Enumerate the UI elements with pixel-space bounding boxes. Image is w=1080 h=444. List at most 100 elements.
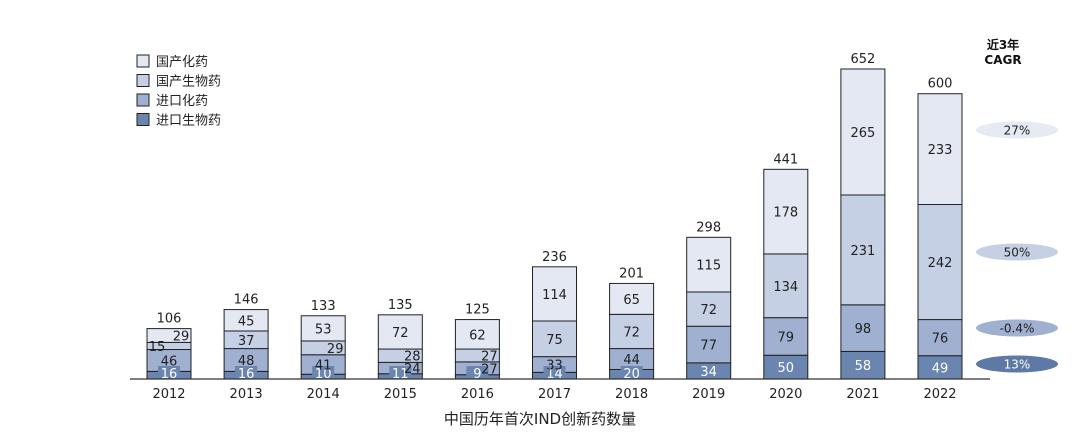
segment-value-label: 9 <box>473 367 481 382</box>
segment-value-label: 72 <box>700 303 717 318</box>
segment-value-label: 242 <box>928 256 953 271</box>
bar-segment <box>840 194 886 306</box>
segment-value-label: 265 <box>850 126 875 141</box>
bar-segment <box>763 317 809 356</box>
value-label-bg <box>235 366 258 379</box>
segment-value-label: 11 <box>392 367 409 382</box>
value-label-bg <box>312 366 335 379</box>
x-tick-label: 2021 <box>846 387 879 402</box>
segment-value-label: 27 <box>481 362 498 377</box>
segment-value-label: 114 <box>542 288 567 303</box>
x-tick-label: 2020 <box>769 387 802 402</box>
bar-total-label: 600 <box>928 77 953 92</box>
segment-value-label: 98 <box>855 322 872 337</box>
cagr-title-line2: CAGR <box>984 53 1021 67</box>
bar-total-label: 201 <box>619 266 644 281</box>
legend-label: 进口化药 <box>156 94 208 109</box>
segment-value-label: 34 <box>700 365 717 380</box>
cagr-badge <box>976 243 1058 261</box>
segment-value-label: 72 <box>623 325 640 340</box>
segment-value-label: 76 <box>932 332 949 347</box>
segment-value-label: 24 <box>404 362 421 377</box>
segment-value-label: 10 <box>315 367 332 382</box>
bar-segment <box>609 313 655 350</box>
segment-value-label: 14 <box>546 367 563 382</box>
segment-value-label: 49 <box>932 361 949 376</box>
x-tick-label: 2014 <box>307 387 340 402</box>
bar-total-label: 125 <box>465 303 490 318</box>
segment-value-label: 231 <box>850 244 875 259</box>
segment-value-label: 16 <box>161 367 178 382</box>
legend-label: 进口生物药 <box>156 114 221 129</box>
bar-total-label: 146 <box>234 293 259 308</box>
cagr-title-line1: 近3年 <box>987 37 1019 52</box>
cagr-badge <box>976 319 1058 337</box>
x-tick-label: 2012 <box>152 387 185 402</box>
segment-value-label: 53 <box>315 322 332 337</box>
bar-segment <box>223 309 269 332</box>
bar-segment <box>763 168 809 255</box>
bar-segment <box>300 315 346 342</box>
bar-segment <box>609 282 655 315</box>
bar-segment <box>454 319 500 350</box>
segment-value-label: 178 <box>773 206 798 221</box>
segment-value-label: 33 <box>546 358 563 373</box>
value-label-bg <box>158 366 180 379</box>
segment-value-label: 62 <box>469 328 486 343</box>
segment-value-label: 77 <box>700 339 717 354</box>
bar-segment <box>917 93 963 206</box>
bar-total-label: 135 <box>388 298 413 313</box>
bar-segment <box>146 328 192 343</box>
segment-value-label: 72 <box>392 326 409 341</box>
segment-value-label: 15 <box>149 340 166 355</box>
value-label-bg <box>620 366 643 379</box>
bar-segment <box>840 350 886 380</box>
x-axis-title: 中国历年首次IND创新药数量 <box>444 410 636 428</box>
segment-value-label: 45 <box>238 314 255 329</box>
x-tick-label: 2017 <box>538 387 571 402</box>
cagr-value: 13% <box>1004 358 1031 372</box>
segment-value-label: 79 <box>778 330 795 345</box>
value-label-bg <box>543 366 566 379</box>
value-label-bg <box>389 366 412 379</box>
bar-segment <box>686 236 732 293</box>
segment-value-label: 233 <box>928 143 953 158</box>
value-label-bg <box>466 366 489 379</box>
segment-value-label: 44 <box>623 353 640 368</box>
cagr-badge <box>976 355 1058 373</box>
legend-label: 国产生物药 <box>156 75 221 90</box>
x-tick-label: 2015 <box>384 387 417 402</box>
segment-value-label: 46 <box>161 354 178 369</box>
cagr-badge <box>976 121 1058 139</box>
bar-segment <box>532 266 577 322</box>
segment-value-label: 65 <box>623 293 640 308</box>
legend-swatch <box>136 74 150 87</box>
x-tick-label: 2022 <box>923 387 956 402</box>
segment-value-label: 27 <box>481 349 498 364</box>
segment-value-label: 29 <box>173 329 190 344</box>
bar-total-label: 652 <box>850 52 875 67</box>
bar-total-label: 441 <box>773 152 798 167</box>
x-tick-label: 2019 <box>692 387 725 402</box>
cagr-value: 27% <box>1004 124 1031 138</box>
bar-total-label: 298 <box>696 220 721 235</box>
bar-total-label: 236 <box>542 250 567 265</box>
legend-swatch <box>136 93 150 107</box>
segment-value-label: 16 <box>238 367 255 382</box>
legend-swatch <box>136 113 150 126</box>
bar-segment <box>686 325 732 364</box>
cagr-panel: 近3年 CAGR 27% 50% -0.4% 13% <box>976 37 1058 373</box>
bar-total-label: 133 <box>311 299 336 314</box>
segment-value-label: 37 <box>238 334 255 349</box>
bar-segment <box>377 314 423 350</box>
bar-segment <box>763 253 809 319</box>
legend-label: 国产化药 <box>156 55 208 70</box>
segment-value-label: 20 <box>623 367 640 382</box>
segment-value-label: 75 <box>546 333 563 348</box>
cagr-value: 50% <box>1004 246 1031 260</box>
labels-layer: 1646152910616483745146104129531331124287… <box>149 52 953 382</box>
bar-total-label: 106 <box>157 312 182 327</box>
bar-segment <box>840 304 886 352</box>
